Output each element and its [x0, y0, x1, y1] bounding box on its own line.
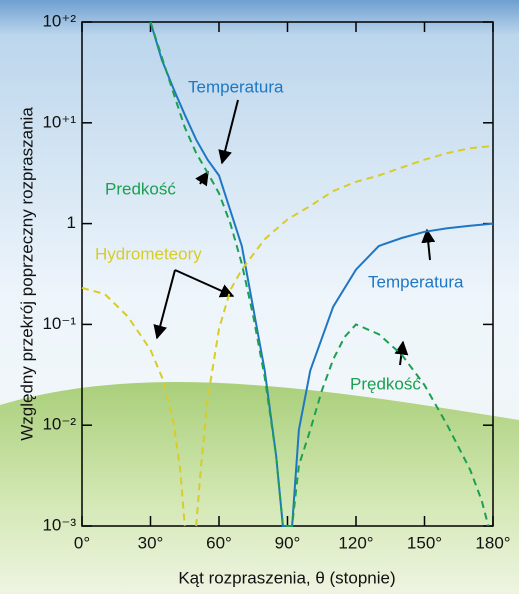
annotation: Temperatura — [188, 77, 284, 96]
x-tick-label: 180° — [475, 533, 510, 552]
annotation: Temperatura — [368, 272, 464, 291]
y-tick-label: 1 — [67, 213, 76, 232]
chart: Względny przekrój poprzeczny rozpraszani… — [0, 0, 519, 594]
y-tick-label: 10⁺¹ — [42, 112, 76, 131]
x-axis-label: Kąt rozpraszenia, θ (stopnie) — [178, 568, 395, 587]
annotation: Hydrometeory — [95, 244, 202, 263]
x-tick-label: 90° — [275, 533, 301, 552]
y-tick-label: 10⁻¹ — [42, 314, 76, 333]
annotation: Prędkość — [350, 374, 421, 393]
y-tick-label: 10⁻² — [42, 415, 76, 434]
y-axis-label: Względny przekrój poprzeczny rozpraszani… — [17, 107, 36, 441]
hill — [0, 382, 519, 594]
x-tick-label: 150° — [407, 533, 442, 552]
y-tick-label: 10⁻³ — [42, 515, 76, 534]
y-tick-label: 10⁺² — [42, 11, 76, 30]
x-tick-label: 60° — [206, 533, 232, 552]
x-tick-label: 0° — [74, 533, 90, 552]
x-tick-label: 120° — [338, 533, 373, 552]
annotation: Predkość — [105, 179, 176, 198]
x-tick-label: 30° — [138, 533, 164, 552]
